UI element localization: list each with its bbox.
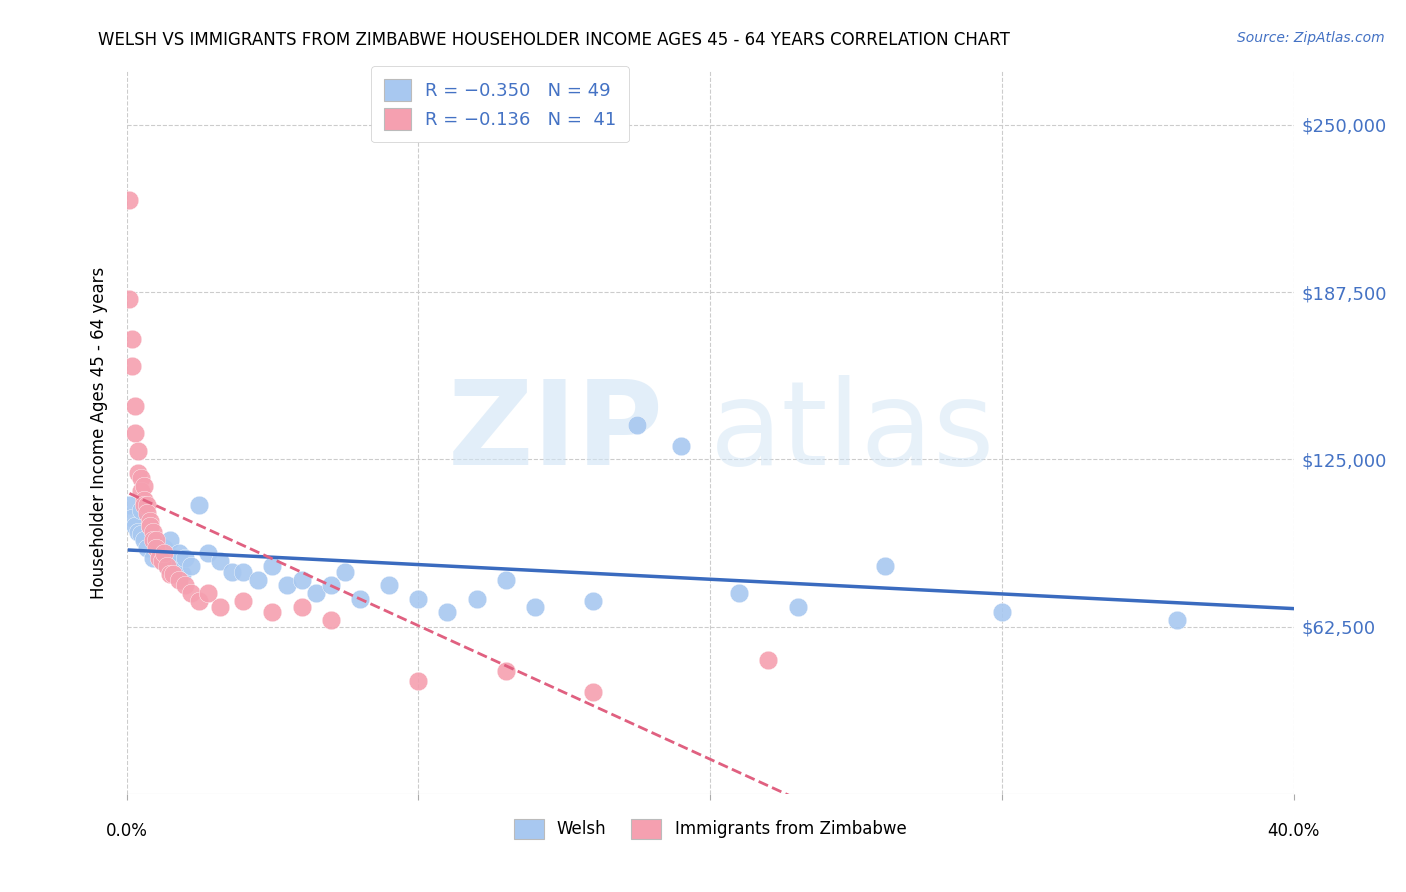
Point	[162, 567, 184, 582]
Point	[756, 653, 779, 667]
Text: 40.0%: 40.0%	[1267, 822, 1320, 839]
Point	[142, 551, 165, 566]
Point	[728, 586, 751, 600]
Point	[276, 578, 298, 592]
Text: 0.0%: 0.0%	[105, 822, 148, 839]
Point	[118, 193, 141, 207]
Point	[669, 439, 692, 453]
Point	[118, 292, 141, 306]
Point	[167, 573, 190, 587]
Point	[139, 514, 162, 528]
Legend: Welsh, Immigrants from Zimbabwe: Welsh, Immigrants from Zimbabwe	[502, 807, 918, 851]
Point	[153, 546, 176, 560]
Point	[197, 586, 219, 600]
Point	[180, 586, 202, 600]
Point	[319, 578, 342, 592]
Point	[121, 359, 143, 373]
Point	[121, 511, 143, 525]
Point	[145, 533, 167, 547]
Point	[156, 559, 179, 574]
Point	[188, 498, 211, 512]
Point	[495, 573, 517, 587]
Point	[378, 578, 401, 592]
Point	[290, 599, 312, 614]
Point	[129, 527, 152, 541]
Y-axis label: Householder Income Ages 45 - 64 years: Householder Income Ages 45 - 64 years	[90, 267, 108, 599]
Point	[142, 524, 165, 539]
Point	[129, 484, 152, 499]
Point	[159, 533, 181, 547]
Point	[145, 541, 167, 555]
Point	[148, 551, 170, 566]
Point	[319, 613, 342, 627]
Point	[262, 605, 284, 619]
Point	[132, 533, 155, 547]
Point	[232, 565, 254, 579]
Point	[132, 498, 155, 512]
Point	[408, 591, 430, 606]
Point	[180, 559, 202, 574]
Point	[197, 546, 219, 560]
Point	[139, 519, 162, 533]
Point	[139, 519, 162, 533]
Point	[436, 605, 458, 619]
Point	[136, 498, 159, 512]
Point	[162, 551, 184, 566]
Point	[495, 664, 517, 678]
Point	[786, 599, 808, 614]
Point	[145, 533, 167, 547]
Point	[127, 466, 149, 480]
Point	[136, 506, 159, 520]
Point	[124, 425, 146, 440]
Point	[582, 594, 605, 608]
Point	[167, 546, 190, 560]
Point	[156, 559, 179, 574]
Point	[626, 417, 648, 432]
Point	[524, 599, 547, 614]
Point	[121, 332, 143, 346]
Point	[132, 479, 155, 493]
Point	[148, 546, 170, 560]
Point	[174, 551, 197, 566]
Point	[208, 554, 231, 568]
Point	[153, 541, 176, 555]
Point	[165, 559, 187, 574]
Text: WELSH VS IMMIGRANTS FROM ZIMBABWE HOUSEHOLDER INCOME AGES 45 - 64 YEARS CORRELAT: WELSH VS IMMIGRANTS FROM ZIMBABWE HOUSEH…	[98, 31, 1011, 49]
Point	[465, 591, 488, 606]
Point	[129, 471, 152, 485]
Point	[305, 586, 328, 600]
Point	[124, 399, 146, 413]
Point	[127, 444, 149, 458]
Point	[232, 594, 254, 608]
Point	[142, 533, 165, 547]
Point	[290, 573, 312, 587]
Point	[1166, 613, 1188, 627]
Point	[208, 599, 231, 614]
Point	[262, 559, 284, 574]
Text: ZIP: ZIP	[447, 376, 664, 490]
Point	[246, 573, 269, 587]
Text: atlas: atlas	[710, 376, 995, 490]
Point	[150, 554, 173, 568]
Point	[582, 685, 605, 699]
Point	[188, 594, 211, 608]
Point	[127, 524, 149, 539]
Point	[349, 591, 371, 606]
Text: Source: ZipAtlas.com: Source: ZipAtlas.com	[1237, 31, 1385, 45]
Point	[335, 565, 357, 579]
Point	[170, 567, 193, 582]
Point	[118, 498, 141, 512]
Point	[150, 554, 173, 568]
Point	[408, 674, 430, 689]
Point	[221, 565, 243, 579]
Point	[174, 578, 197, 592]
Point	[990, 605, 1012, 619]
Point	[129, 503, 152, 517]
Point	[132, 492, 155, 507]
Point	[875, 559, 897, 574]
Point	[159, 567, 181, 582]
Point	[136, 541, 159, 555]
Point	[124, 519, 146, 533]
